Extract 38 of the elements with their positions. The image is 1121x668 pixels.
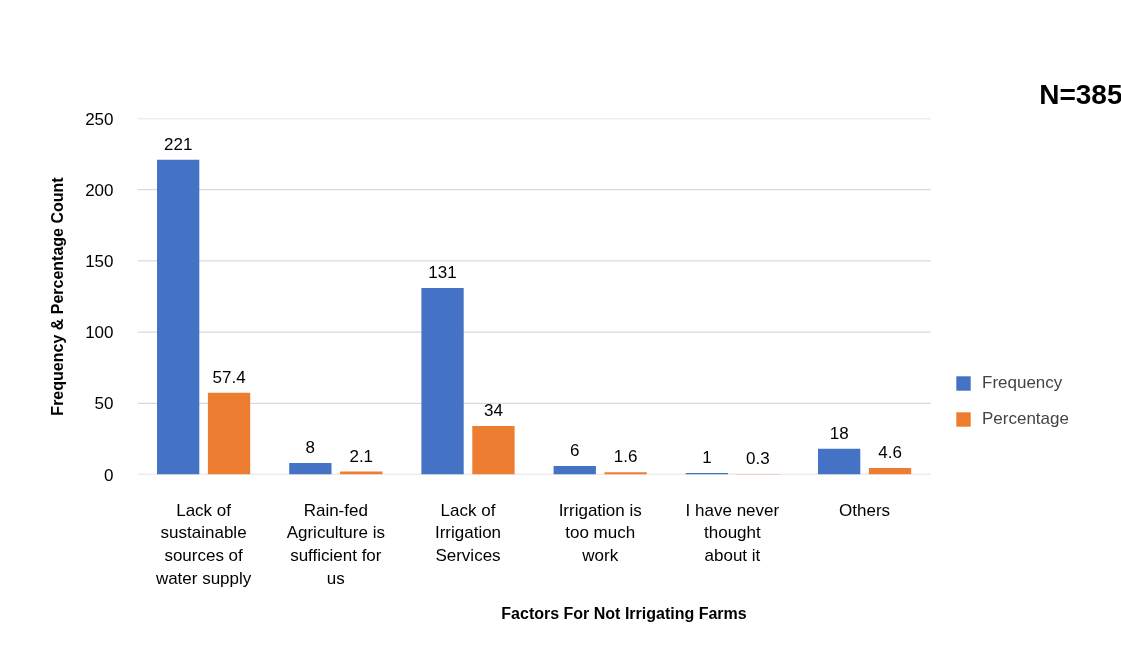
y-tick-label: 200: [85, 180, 114, 200]
data-label: 1.6: [613, 447, 638, 467]
data-label: 57.4: [212, 367, 246, 387]
bar: [604, 472, 647, 475]
bar: [207, 392, 251, 475]
x-tick-label: Lack of sustainable sources of water supply: [154, 500, 252, 588]
y-tick-label: 150: [85, 251, 114, 271]
x-tick-label: Rain-fed Agriculture is sufficient for us: [286, 500, 385, 588]
data-label: 1: [702, 448, 712, 468]
bar: [157, 159, 200, 475]
y-tick-label: 50: [94, 394, 114, 414]
y-tick-label: 250: [85, 109, 114, 129]
x-tick-label: Lack of Irrigation Services: [434, 500, 502, 566]
x-tick-label: I have never thought about it: [685, 500, 780, 566]
y-tick-label: 100: [85, 323, 114, 343]
bar: [421, 287, 464, 475]
data-label: 4.6: [878, 442, 902, 462]
text: N=385: [1039, 78, 1121, 110]
x-tick-label: Irrigation is too much work: [558, 500, 642, 566]
bar: [868, 467, 912, 475]
y-axis-title: Frequency & Percentage Count: [49, 176, 67, 416]
data-label: 2.1: [349, 446, 374, 466]
data-label: 8: [305, 438, 316, 458]
data-label: 18: [829, 423, 849, 443]
x-axis-title: Factors For Not Irrigating Farms: [501, 604, 747, 622]
data-label: 34: [483, 401, 503, 421]
y-tick-label: 0: [104, 465, 114, 485]
data-label: 0.3: [746, 449, 770, 469]
bar: [472, 426, 515, 475]
data-label: 221: [163, 134, 193, 154]
legend-label: Percentage: [982, 409, 1069, 429]
x-tick-label: Others: [839, 500, 891, 520]
data-label: 131: [428, 262, 457, 282]
bar: [553, 465, 596, 475]
bar: [289, 463, 332, 475]
data-label: 6: [570, 440, 580, 460]
bar: [818, 448, 861, 475]
legend-label: Frequency: [982, 373, 1063, 393]
